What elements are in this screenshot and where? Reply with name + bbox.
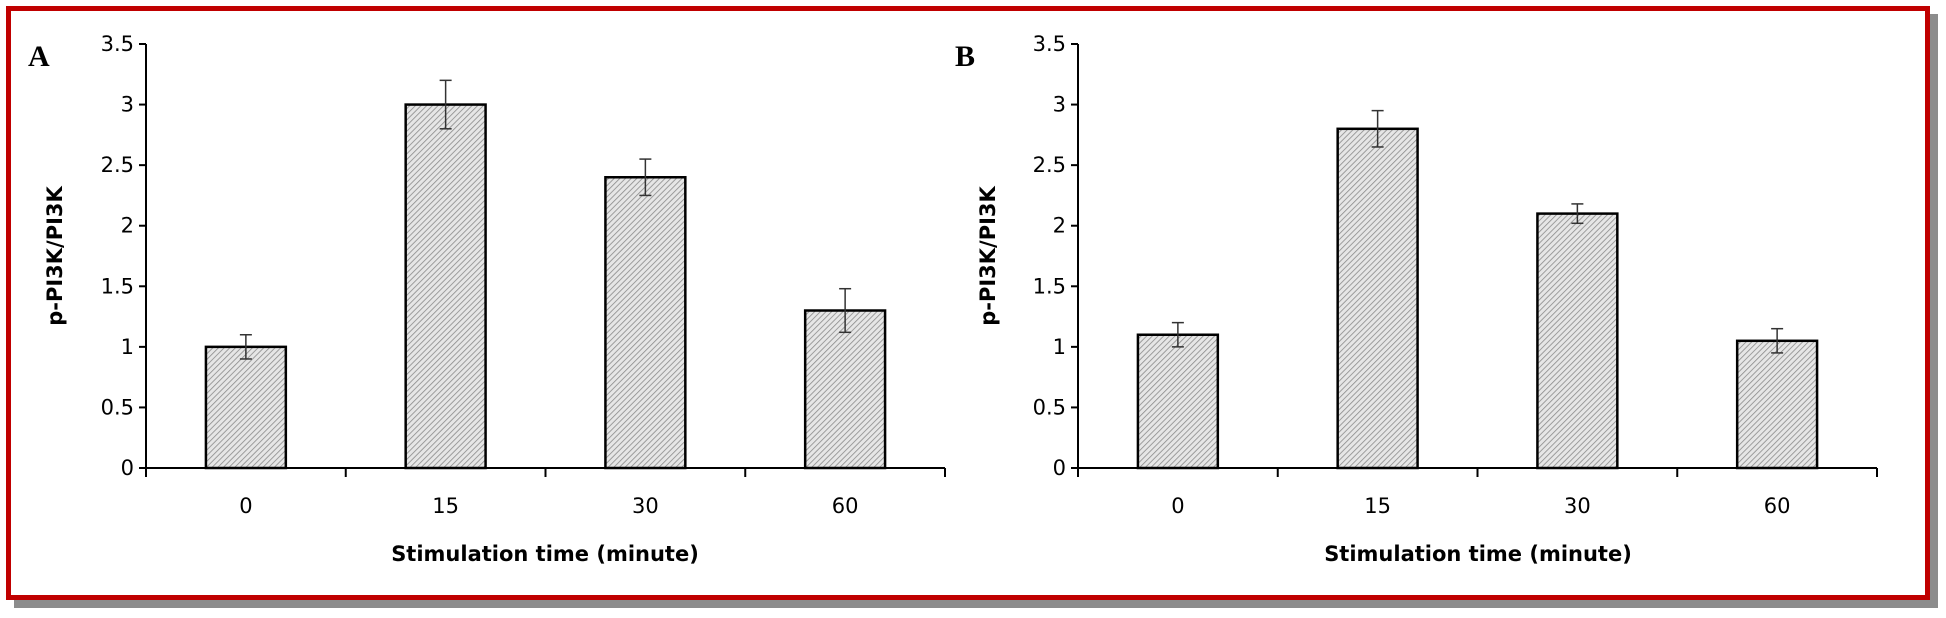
x-tick-label: 30: [632, 494, 659, 518]
y-tick-label: 2: [1053, 214, 1066, 238]
x-tick-label: 0: [239, 494, 252, 518]
y-tick-label: 1: [121, 335, 134, 359]
bar: [803, 309, 887, 470]
bar: [604, 176, 687, 470]
x-tick-label: 0: [1171, 494, 1184, 518]
bar: [1735, 339, 1819, 470]
chart-panel-a: A p-PI3K/PI3K Stimulation time (minute) …: [28, 32, 946, 566]
x-tick-label: 60: [1764, 494, 1791, 518]
axes-group: 0 0.5 1 1.5 2 2.5 3 3.5 0 15 30 60: [1033, 32, 1878, 518]
x-tick-label: 15: [432, 494, 459, 518]
y-tick-label: 3: [1053, 93, 1066, 117]
bar: [1536, 212, 1619, 470]
y-tick-label: 1.5: [1033, 274, 1066, 298]
y-tick-label: 1: [1053, 335, 1066, 359]
bars-group: [204, 79, 887, 470]
y-tick-label: 0: [121, 456, 134, 480]
bar: [404, 103, 487, 470]
x-axis-title: Stimulation time (minute): [391, 542, 699, 566]
axes-group: 0 0.5 1 1.5 2 2.5 3 3.5 0 15 30 60: [101, 32, 946, 518]
y-tick-label: 2: [121, 214, 134, 238]
y-tick-label: 3: [121, 93, 134, 117]
y-tick-label: 0.5: [101, 395, 134, 419]
bar: [1136, 333, 1220, 470]
y-tick-label: 0: [1053, 456, 1066, 480]
chart-panel-b: B p-PI3K/PI3K Stimulation time (minute) …: [955, 32, 1878, 566]
x-axis-title: Stimulation time (minute): [1324, 542, 1632, 566]
x-tick-label: 30: [1564, 494, 1591, 518]
x-tick-label: 60: [832, 494, 859, 518]
panel-letter: B: [955, 40, 975, 73]
y-axis-title: p-PI3K/PI3K: [976, 185, 1000, 325]
y-tick-label: 1.5: [101, 274, 134, 298]
bar: [1336, 127, 1419, 470]
y-axis-title: p-PI3K/PI3K: [43, 185, 67, 325]
y-tick-label: 3.5: [101, 32, 134, 56]
y-tick-label: 0.5: [1033, 395, 1066, 419]
x-tick-label: 15: [1364, 494, 1391, 518]
y-tick-label: 3.5: [1033, 32, 1066, 56]
bars-group: [1136, 109, 1819, 470]
y-tick-label: 2.5: [1033, 153, 1066, 177]
bar: [204, 345, 288, 470]
panel-letter: A: [28, 40, 50, 73]
y-tick-label: 2.5: [101, 153, 134, 177]
